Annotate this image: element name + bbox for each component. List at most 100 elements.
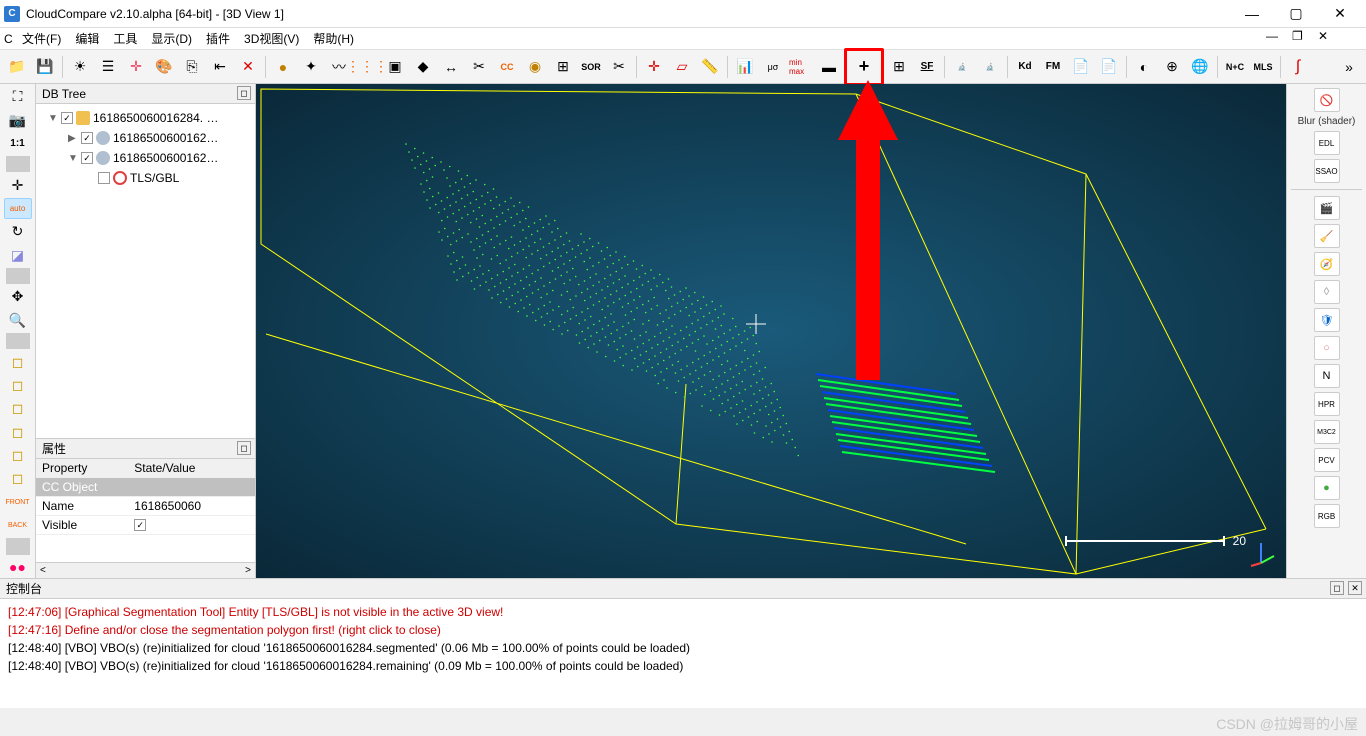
menu-plugins[interactable]: 插件 bbox=[206, 30, 230, 47]
rgb-button[interactable]: RGB bbox=[1314, 504, 1340, 528]
mdi-close-button[interactable]: ✕ bbox=[1318, 29, 1344, 49]
sf-arithmetic-button[interactable]: + bbox=[844, 48, 884, 86]
tree-checkbox[interactable]: ✓ bbox=[61, 112, 73, 124]
tree-toggle-icon[interactable]: ▶ bbox=[68, 133, 78, 144]
sf-button[interactable]: SF bbox=[914, 54, 940, 80]
cc-button[interactable]: CC bbox=[494, 54, 520, 80]
fit-plane-button[interactable]: ▱ bbox=[669, 54, 695, 80]
animation-button[interactable]: 🎬 bbox=[1314, 196, 1340, 220]
cross-section-button[interactable]: ✛ bbox=[641, 54, 667, 80]
mesh-button[interactable]: ⊕ bbox=[1159, 54, 1185, 80]
pick-center-button[interactable]: ✛ bbox=[4, 174, 32, 195]
normals-button[interactable]: N bbox=[1314, 364, 1340, 388]
mdi-minimize-button[interactable]: — bbox=[1266, 29, 1292, 49]
sample-button[interactable]: ⋮⋮⋮ bbox=[354, 54, 380, 80]
kd-button[interactable]: Kd bbox=[1012, 54, 1038, 80]
color-button[interactable]: 🎨 bbox=[151, 54, 177, 80]
fm-button[interactable]: FM bbox=[1040, 54, 1066, 80]
shader-none-button[interactable]: 🚫 bbox=[1314, 88, 1340, 112]
view-front-button[interactable]: ◻ bbox=[4, 398, 32, 419]
globe-button[interactable]: 🌐 bbox=[1187, 54, 1213, 80]
menu-edit[interactable]: 编辑 bbox=[75, 30, 99, 47]
curve-button[interactable]: ∫ bbox=[1285, 54, 1311, 80]
subsample-button[interactable]: ◉ bbox=[522, 54, 548, 80]
view-bottom-button[interactable]: ◻ bbox=[4, 375, 32, 396]
close-button[interactable]: ✕ bbox=[1318, 0, 1362, 28]
ransac-button[interactable]: ◐ bbox=[1131, 54, 1157, 80]
tree-toggle-icon[interactable]: ▼ bbox=[68, 153, 78, 164]
stats-button[interactable]: μσ bbox=[760, 54, 786, 80]
sf-plugin-button[interactable]: 🛡 bbox=[1314, 308, 1340, 332]
filter-sf-button[interactable]: min max bbox=[788, 54, 814, 80]
view-iso1-button[interactable]: FRONT bbox=[4, 492, 32, 513]
hpr-button[interactable]: HPR bbox=[1314, 392, 1340, 416]
measure-button[interactable]: 📏 bbox=[697, 54, 723, 80]
facets-button[interactable]: ◊ bbox=[1314, 280, 1340, 304]
edl-button[interactable]: EDL bbox=[1314, 131, 1340, 155]
save-button[interactable]: 💾 bbox=[32, 54, 58, 80]
3d-viewport[interactable]: 20 bbox=[256, 84, 1286, 578]
properties-table[interactable]: PropertyState/Value CC Object Name161865… bbox=[36, 459, 255, 562]
console-body[interactable]: [12:47:06] [Graphical Segmentation Tool]… bbox=[0, 599, 1366, 708]
point-list-button[interactable]: ✦ bbox=[298, 54, 324, 80]
ratio-button[interactable]: 1:1 bbox=[4, 133, 32, 154]
prop-visible-checkbox[interactable]: ✓ bbox=[134, 519, 146, 531]
flickr-button[interactable]: ●● bbox=[4, 557, 32, 578]
properties-float-button[interactable]: ◻ bbox=[237, 441, 251, 455]
menu-file[interactable]: 文件(F) bbox=[22, 30, 61, 47]
rotate-button[interactable]: ↻ bbox=[4, 221, 32, 242]
tree-checkbox[interactable]: ✓ bbox=[81, 132, 93, 144]
view-left-button[interactable]: ◻ bbox=[4, 445, 32, 466]
move-button[interactable]: ✥ bbox=[4, 286, 32, 307]
tree-checkbox[interactable]: ✓ bbox=[81, 152, 93, 164]
auto-center-button[interactable]: auto bbox=[4, 198, 32, 219]
point-picking-button[interactable]: ● bbox=[270, 54, 296, 80]
label-button[interactable]: ▣ bbox=[382, 54, 408, 80]
toolbar-overflow-button[interactable]: » bbox=[1336, 54, 1362, 80]
sor-button[interactable]: SOR bbox=[578, 54, 604, 80]
view-top-button[interactable]: ◻ bbox=[4, 351, 32, 372]
broom-button[interactable]: 🧹 bbox=[1314, 224, 1340, 248]
properties-scrollbar[interactable]: <> bbox=[36, 562, 255, 578]
menu-tools[interactable]: 工具 bbox=[113, 30, 137, 47]
canupo-train-button[interactable]: 🔬 bbox=[949, 54, 975, 80]
menu-3dview[interactable]: 3D视图(V) bbox=[244, 30, 299, 47]
pcv-button[interactable]: PCV bbox=[1314, 448, 1340, 472]
canupo-classify-button[interactable]: 🔬 bbox=[977, 54, 1003, 80]
csv-button[interactable]: 📄 bbox=[1096, 54, 1122, 80]
tree-child-2[interactable]: ▼ ✓ 16186500600162… bbox=[40, 148, 251, 168]
delete-button[interactable]: ✕ bbox=[235, 54, 261, 80]
register-button[interactable]: ⊞ bbox=[550, 54, 576, 80]
console-close-button[interactable]: ✕ bbox=[1348, 581, 1362, 595]
level-button[interactable]: ◆ bbox=[410, 54, 436, 80]
segment-button[interactable]: ✂ bbox=[466, 54, 492, 80]
view-right-button[interactable]: ◻ bbox=[4, 468, 32, 489]
nc-button[interactable]: N+C bbox=[1222, 54, 1248, 80]
view-back-button[interactable]: ◻ bbox=[4, 421, 32, 442]
calculator-button[interactable]: ⊞ bbox=[886, 54, 912, 80]
list-button[interactable]: ☰ bbox=[95, 54, 121, 80]
pick-button[interactable]: ✛ bbox=[123, 54, 149, 80]
tree-tls[interactable]: TLS/GBL bbox=[40, 168, 251, 188]
histogram-button[interactable]: 📊 bbox=[732, 54, 758, 80]
db-tree-float-button[interactable]: ◻ bbox=[237, 86, 251, 100]
db-tree[interactable]: ▼ ✓ 1618650060016284. … ▶ ✓ 161865006001… bbox=[36, 104, 255, 438]
menu-help[interactable]: 帮助(H) bbox=[313, 30, 354, 47]
fullscreen-button[interactable]: ⛶ bbox=[4, 86, 32, 107]
translate-button[interactable]: ↔ bbox=[438, 54, 464, 80]
hough-button[interactable]: ○ bbox=[1314, 336, 1340, 360]
iso-view-button[interactable]: ◪ bbox=[4, 245, 32, 266]
poisson-button[interactable]: ● bbox=[1314, 476, 1340, 500]
scissors-button[interactable]: ✂ bbox=[606, 54, 632, 80]
snapshot-button[interactable]: 📷 bbox=[4, 109, 32, 130]
m3c2-button[interactable]: M3C2 bbox=[1314, 420, 1340, 444]
mdi-restore-button[interactable]: ❐ bbox=[1292, 29, 1318, 49]
tree-checkbox[interactable] bbox=[98, 172, 110, 184]
properties-button[interactable]: ☀ bbox=[67, 54, 93, 80]
clone-button[interactable]: ⎘ bbox=[179, 54, 205, 80]
shp-button[interactable]: 📄 bbox=[1068, 54, 1094, 80]
view-iso2-button[interactable]: BACK bbox=[4, 515, 32, 536]
ssao-button[interactable]: SSAO bbox=[1314, 159, 1340, 183]
menu-display[interactable]: 显示(D) bbox=[151, 30, 192, 47]
minimize-button[interactable]: — bbox=[1230, 0, 1274, 28]
